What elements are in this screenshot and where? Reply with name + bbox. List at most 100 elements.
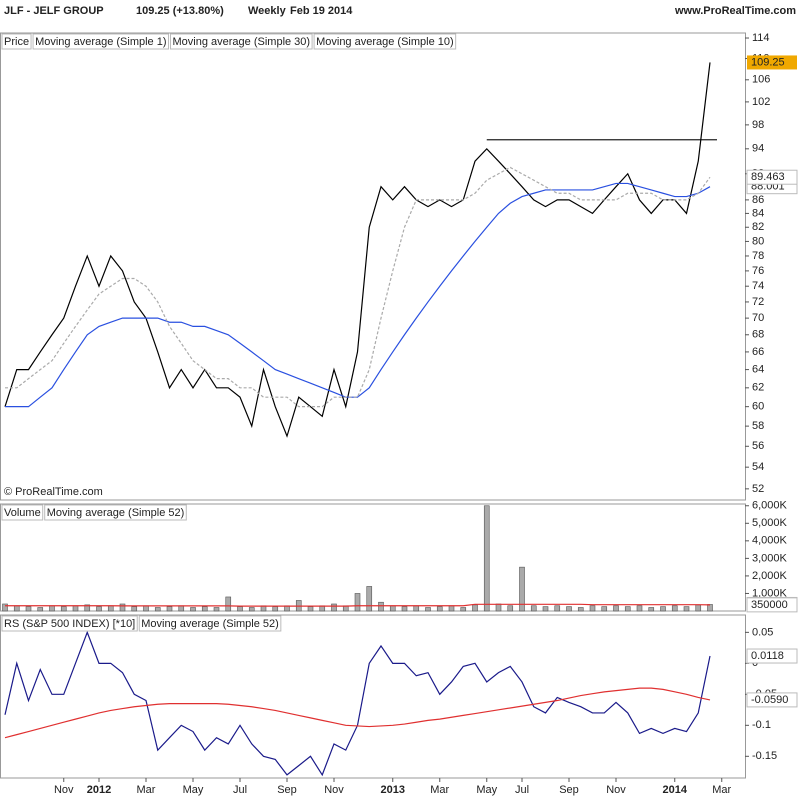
tag-box	[746, 597, 798, 613]
bar	[542, 606, 549, 612]
y-tick-label: 94	[752, 143, 764, 155]
bar	[483, 505, 490, 612]
x-tick-label: Sep	[559, 784, 579, 796]
y-tick-label: -0.1	[752, 719, 771, 731]
x-tick-label: Nov	[324, 784, 344, 796]
bar	[131, 606, 138, 612]
legend-label: Moving average (Simple 1)	[35, 36, 166, 48]
bar	[577, 607, 584, 612]
bar	[225, 596, 232, 612]
last-value-tag: 350000	[746, 597, 798, 613]
last-value-tag: 0.0118	[746, 648, 798, 664]
x-tick-label: Mar	[137, 784, 156, 796]
y-tick-label: 60	[752, 401, 764, 413]
bar	[530, 605, 537, 612]
legend-label: RS (S&P 500 INDEX) [*10]	[4, 618, 135, 630]
bar	[37, 607, 44, 612]
bar	[519, 566, 525, 612]
bar	[25, 606, 32, 612]
y-tick-label: 2,000K	[752, 570, 788, 582]
bar	[190, 607, 196, 612]
legend-box	[313, 33, 457, 50]
bar	[671, 605, 678, 612]
y-tick-label: 56	[752, 440, 764, 452]
x-tick-label: May	[476, 784, 497, 796]
y-tick-label: 68	[752, 329, 764, 341]
tag-box	[747, 55, 797, 70]
tag-label: 0.0118	[751, 650, 784, 662]
y-tick-label: 82	[752, 221, 764, 233]
y-tick-label: 76	[752, 265, 764, 277]
period: Weekly	[248, 5, 287, 17]
bar	[96, 606, 102, 612]
legend-label: Price	[4, 36, 29, 48]
bar	[2, 603, 8, 612]
y-tick-label: 74	[752, 280, 764, 292]
bar	[237, 606, 243, 612]
y-tick-label: 1,000K	[752, 587, 788, 599]
legend-box	[32, 33, 170, 50]
bar	[119, 603, 126, 612]
legend-label: Moving average (Simple 52)	[47, 507, 185, 519]
x-tick-label: Nov	[606, 784, 626, 796]
y-tick-label: -0.15	[752, 750, 777, 762]
y-tick-label: 70	[752, 312, 764, 324]
bar	[425, 607, 431, 612]
bar	[143, 605, 149, 612]
panel	[0, 503, 746, 612]
legend-label: Volume	[4, 507, 41, 519]
bar	[566, 606, 572, 612]
x-tick-label: May	[183, 784, 204, 796]
y-tick-label: 98	[752, 119, 764, 131]
y-tick-label: 54	[752, 461, 764, 473]
bar	[636, 605, 643, 612]
tag-box	[746, 169, 798, 185]
legend-label: Moving average (Simple 52)	[141, 618, 279, 630]
bar	[613, 605, 619, 612]
y-tick-label: 78	[752, 250, 764, 262]
y-tick-label: 114	[752, 32, 770, 44]
bar	[248, 607, 255, 612]
tag-label: 109.25	[751, 56, 785, 68]
series-line	[5, 182, 711, 408]
bar	[507, 605, 514, 612]
bar	[84, 604, 91, 612]
tag-label: -0.0590	[751, 694, 788, 706]
y-tick-label: 80	[752, 235, 764, 247]
x-tick-label: Jul	[233, 784, 247, 796]
x-tick-label: 2013	[381, 784, 405, 796]
bar	[589, 605, 596, 612]
bar	[201, 606, 208, 612]
bar	[472, 604, 478, 612]
bar	[683, 606, 690, 612]
y-tick-label: 86	[752, 194, 764, 206]
y-tick-label: 102	[752, 96, 770, 108]
last-value-tag: 89.463	[746, 169, 798, 185]
tag-box	[746, 692, 798, 708]
bar	[366, 586, 373, 612]
bar	[166, 606, 173, 612]
y-tick-label: 106	[752, 74, 770, 86]
last-value-tag: 109.25	[747, 55, 797, 70]
tag-label: 89.463	[751, 171, 785, 183]
y-tick-label: 84	[752, 207, 764, 219]
legend-box	[1, 33, 32, 50]
bar	[107, 605, 114, 612]
last-value-tag: -0.0590	[746, 692, 798, 708]
chart-title: JLF - JELF GROUP	[4, 5, 104, 17]
quote: 109.25 (+13.80%)	[136, 5, 224, 17]
bar	[354, 593, 361, 612]
panel	[0, 614, 746, 779]
y-tick-label: 58	[752, 420, 764, 432]
bar	[695, 604, 702, 612]
bar	[448, 605, 455, 612]
y-tick-label: 72	[752, 296, 764, 308]
bar	[707, 604, 713, 612]
bar	[378, 601, 384, 612]
series-line	[4, 62, 711, 438]
bar	[436, 606, 443, 612]
copyright: © ProRealTime.com	[4, 486, 103, 498]
series-line	[5, 603, 711, 607]
bar	[648, 607, 655, 612]
